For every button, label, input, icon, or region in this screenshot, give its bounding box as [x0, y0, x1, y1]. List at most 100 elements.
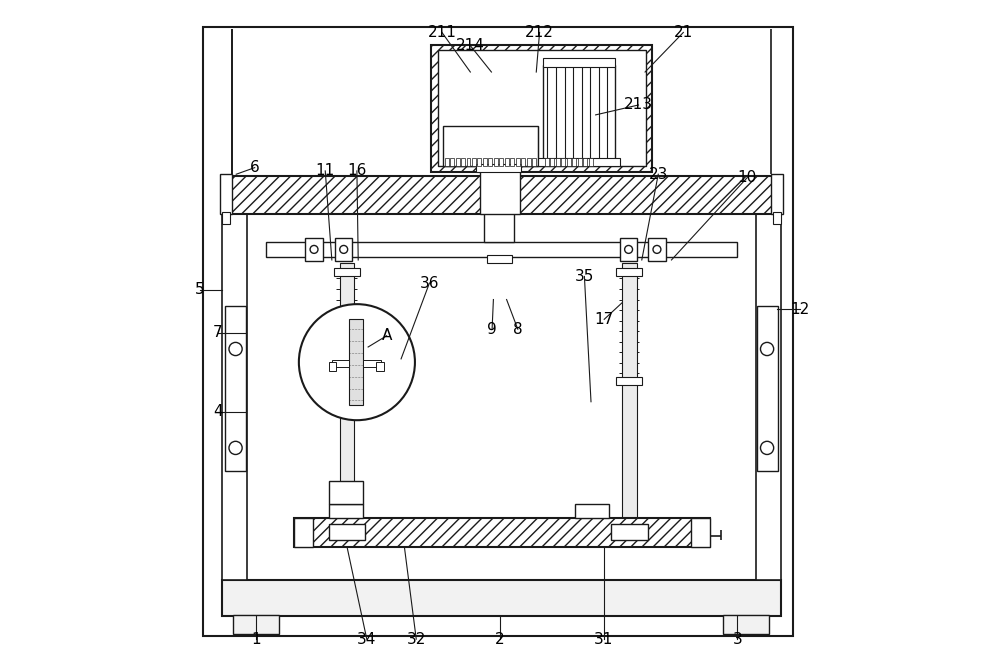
Circle shape	[760, 342, 774, 356]
Bar	[538, 158, 620, 166]
Text: 8: 8	[513, 322, 523, 336]
Circle shape	[625, 245, 633, 253]
Bar	[757, 306, 778, 471]
Text: 31: 31	[594, 632, 613, 646]
Text: 23: 23	[649, 167, 668, 182]
Bar	[477, 158, 481, 166]
Circle shape	[340, 245, 348, 253]
Bar	[329, 504, 363, 519]
Circle shape	[653, 245, 661, 253]
Bar	[222, 214, 247, 580]
Text: 32: 32	[407, 632, 426, 646]
Bar	[545, 158, 549, 166]
Bar	[438, 51, 646, 166]
Bar	[349, 319, 363, 405]
Text: 213: 213	[624, 98, 653, 112]
Text: 10: 10	[738, 170, 757, 185]
Text: 211: 211	[428, 25, 456, 40]
Bar	[363, 360, 381, 367]
Bar	[611, 524, 648, 540]
Bar	[329, 524, 365, 540]
Bar	[561, 158, 565, 166]
Text: 214: 214	[456, 38, 485, 53]
Bar	[225, 306, 246, 471]
Bar	[543, 57, 615, 67]
Bar	[510, 158, 514, 166]
Bar	[294, 519, 313, 547]
Text: 3: 3	[733, 632, 742, 646]
Bar	[773, 212, 781, 223]
Bar	[505, 158, 509, 166]
Bar	[220, 174, 232, 214]
Bar	[222, 212, 230, 223]
Bar	[480, 171, 520, 214]
Bar	[616, 376, 642, 385]
Text: 7: 7	[213, 325, 223, 340]
Bar	[329, 362, 336, 371]
Bar	[456, 158, 460, 166]
Bar	[723, 615, 769, 634]
Text: 6: 6	[250, 160, 260, 175]
Circle shape	[299, 304, 415, 420]
Circle shape	[310, 245, 318, 253]
Bar	[487, 255, 512, 263]
Bar	[484, 213, 514, 242]
Bar	[756, 214, 781, 580]
Circle shape	[760, 442, 774, 454]
Bar	[575, 504, 609, 519]
Text: 35: 35	[575, 269, 594, 284]
Text: 5: 5	[195, 282, 205, 297]
Bar	[589, 158, 593, 166]
Bar	[556, 158, 560, 166]
Circle shape	[229, 442, 242, 454]
Bar	[222, 580, 781, 616]
Bar	[622, 263, 637, 533]
Text: 16: 16	[347, 164, 367, 178]
Bar	[376, 362, 384, 371]
Bar	[494, 158, 498, 166]
Bar	[467, 158, 470, 166]
Text: 11: 11	[316, 164, 335, 178]
Bar	[340, 263, 354, 533]
Bar	[461, 158, 465, 166]
Bar	[550, 158, 554, 166]
Text: 1: 1	[251, 632, 261, 646]
Bar	[483, 158, 487, 166]
Bar	[488, 158, 492, 166]
Text: 36: 36	[420, 275, 439, 291]
Bar	[499, 158, 503, 166]
Bar	[203, 27, 793, 636]
Bar	[578, 158, 582, 166]
Bar	[334, 268, 360, 277]
Text: 4: 4	[213, 404, 223, 419]
Bar	[521, 158, 525, 166]
Text: 34: 34	[357, 632, 376, 646]
Bar	[567, 158, 571, 166]
Text: 12: 12	[790, 302, 810, 317]
Bar	[266, 242, 737, 257]
Text: 2: 2	[495, 632, 505, 646]
Bar	[472, 158, 476, 166]
Text: 21: 21	[674, 25, 693, 40]
Bar	[620, 237, 637, 261]
Text: A: A	[381, 329, 392, 343]
Bar	[527, 158, 531, 166]
Text: 17: 17	[595, 312, 614, 327]
Bar	[445, 158, 449, 166]
Text: 9: 9	[487, 322, 497, 336]
Circle shape	[229, 342, 242, 356]
Bar	[691, 519, 710, 547]
Bar	[583, 158, 587, 166]
Bar	[572, 158, 576, 166]
Bar	[305, 237, 323, 261]
Bar	[771, 174, 783, 214]
Bar	[431, 45, 652, 172]
Text: 212: 212	[525, 25, 554, 40]
Bar	[543, 65, 615, 163]
Bar	[476, 164, 521, 172]
Bar	[332, 360, 349, 367]
Bar	[334, 376, 360, 385]
Bar	[233, 615, 279, 634]
Bar	[443, 126, 538, 166]
Bar	[222, 176, 781, 214]
